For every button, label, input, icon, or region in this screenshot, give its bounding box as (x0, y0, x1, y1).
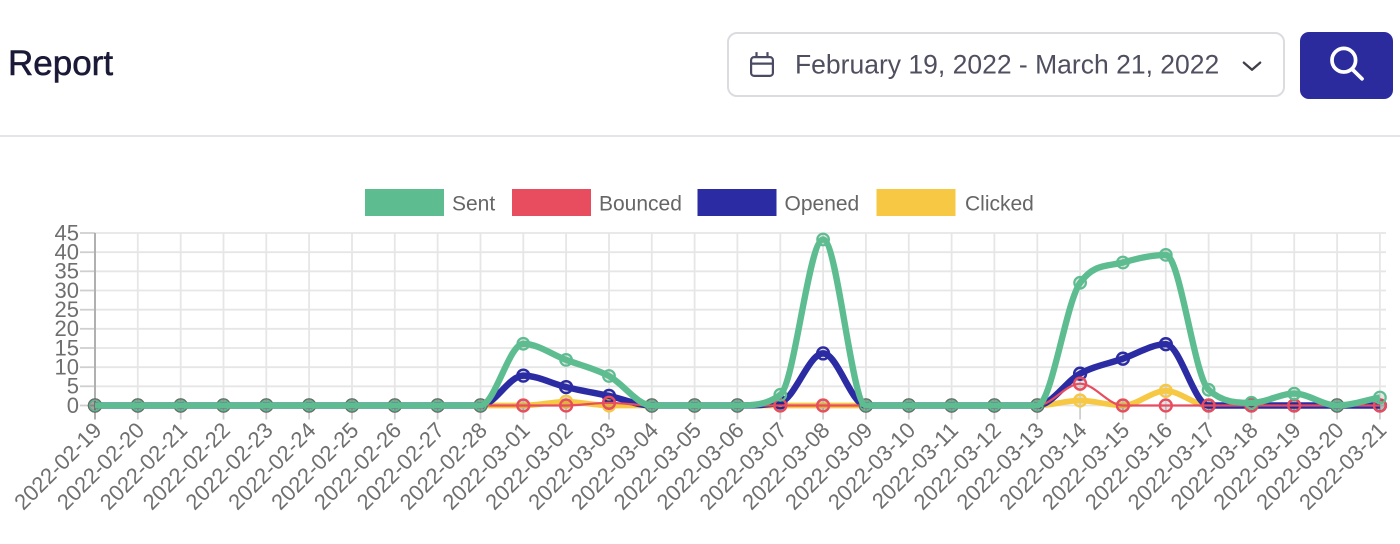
svg-text:25: 25 (55, 297, 79, 322)
svg-text:Bounced: Bounced (599, 193, 682, 216)
svg-text:35: 35 (55, 259, 79, 284)
svg-text:5: 5 (67, 374, 79, 399)
svg-text:Opened: Opened (785, 193, 860, 216)
svg-text:10: 10 (55, 355, 79, 380)
svg-text:40: 40 (55, 240, 79, 265)
svg-text:0: 0 (67, 393, 79, 418)
svg-text:20: 20 (55, 316, 79, 341)
svg-text:Sent: Sent (452, 193, 495, 216)
svg-text:45: 45 (55, 220, 79, 245)
svg-text:15: 15 (55, 335, 79, 360)
svg-text:Clicked: Clicked (965, 193, 1034, 216)
svg-text:30: 30 (55, 278, 79, 303)
